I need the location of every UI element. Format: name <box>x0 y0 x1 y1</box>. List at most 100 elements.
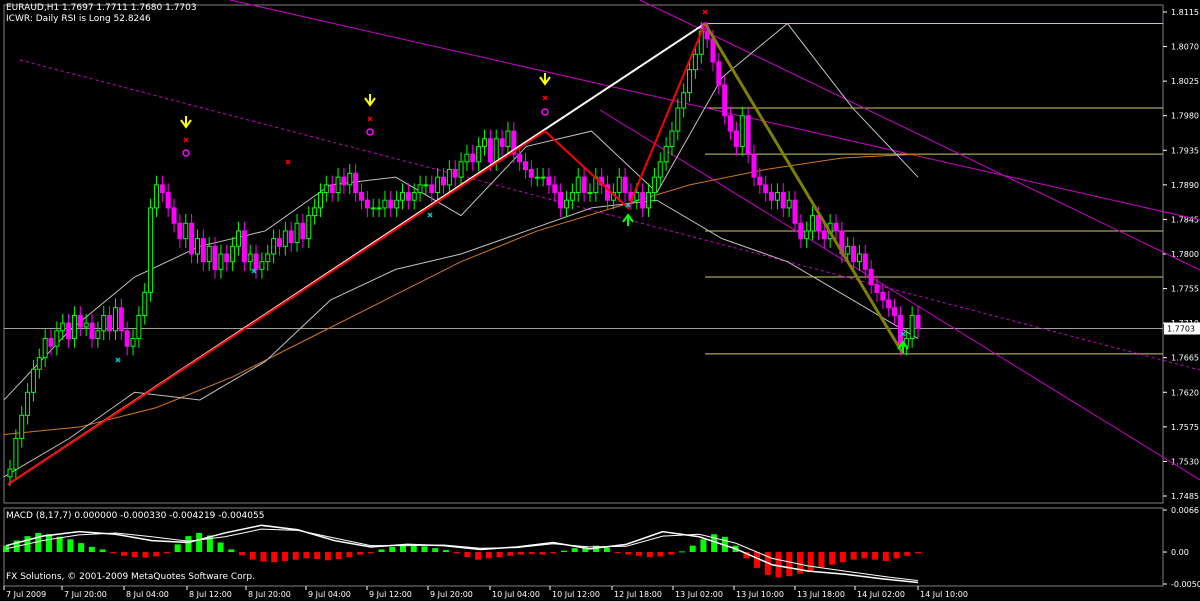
sell-arrow-icon <box>180 116 192 129</box>
buy-arrow-icon <box>897 340 909 353</box>
time-tick-label: 10 Jul 12:00 <box>552 590 600 599</box>
price-tick-label: 1.7980 <box>1171 112 1199 121</box>
candle-body <box>165 192 171 209</box>
cross-marker <box>625 202 631 208</box>
cross-marker <box>183 137 189 143</box>
macd-histogram-bar <box>829 552 836 565</box>
macd-histogram-bar <box>78 543 85 553</box>
candle-body <box>587 192 593 195</box>
candle-body <box>341 176 347 186</box>
candle-body <box>856 253 862 263</box>
macd-histogram-bar <box>335 552 342 560</box>
buy-arrow-icon <box>622 213 634 226</box>
macd-histogram-bar <box>882 552 889 561</box>
candle-body <box>171 207 177 224</box>
candle-body <box>692 53 698 71</box>
macd-histogram-bar <box>314 552 321 560</box>
time-tick-label: 7 Jul 20:00 <box>64 590 107 599</box>
cross-marker <box>285 159 291 165</box>
candle-body <box>505 130 511 147</box>
zigzag-line <box>7 23 706 486</box>
candle-body <box>517 153 523 163</box>
candle-body <box>235 230 241 247</box>
candle-body <box>499 138 505 147</box>
candle-body <box>464 153 470 163</box>
macd-histogram-bar <box>700 539 707 553</box>
candle-body <box>470 153 476 163</box>
candle-body <box>394 199 400 209</box>
candle-body <box>335 176 341 194</box>
candle-body <box>388 199 394 209</box>
candle-body <box>739 115 745 147</box>
time-tick-label: 7 Jul 2009 <box>6 590 46 599</box>
macd-histogram-bar <box>807 552 814 572</box>
candle-body <box>300 222 306 240</box>
candle-body <box>476 145 482 163</box>
candle-body <box>358 192 364 201</box>
candle-body <box>763 184 769 194</box>
macd-histogram-bar <box>593 545 600 553</box>
candle-body <box>189 222 195 255</box>
candle-body <box>909 314 915 340</box>
macd-histogram-bar <box>507 552 514 556</box>
candle-body <box>276 238 282 247</box>
candle-body <box>733 130 739 147</box>
macd-histogram-bar <box>475 552 482 560</box>
candle-body <box>569 192 575 201</box>
symbol-info: EURAUD,H1 1.7697 1.7711 1.7680 1.7703 <box>6 3 197 13</box>
candle-body <box>376 207 382 210</box>
candle-body <box>874 284 880 293</box>
candle-body <box>25 391 31 416</box>
candle-body <box>540 176 546 179</box>
time-tick-label: 10 Jul 04:00 <box>492 590 540 599</box>
candle-body <box>148 207 154 293</box>
macd-histogram-bar <box>421 546 428 553</box>
time-tick-label: 9 Jul 20:00 <box>430 590 473 599</box>
candle-body <box>294 222 300 243</box>
macd-histogram-bar <box>818 552 825 568</box>
candle-body <box>136 314 142 340</box>
candle-body <box>646 192 652 209</box>
price-tick-label: 1.7575 <box>1171 423 1199 432</box>
price-tick-label: 1.8025 <box>1171 77 1199 86</box>
price-tick-label: 1.8115 <box>1171 8 1199 17</box>
macd-line <box>5 524 919 584</box>
macd-histogram-bar <box>603 547 610 553</box>
candle-body <box>786 199 792 209</box>
candle-body <box>528 168 534 178</box>
candle-body <box>36 357 42 370</box>
price-tick-label: 1.7935 <box>1171 146 1199 155</box>
candle-body <box>669 130 675 147</box>
candle-body <box>230 245 236 263</box>
macd-histogram-bar <box>99 549 106 553</box>
bollinger-upper-band <box>3 22 919 401</box>
time-tick-label: 8 Jul 12:00 <box>189 590 232 599</box>
macd-histogram-bar <box>303 552 310 559</box>
macd-histogram-bar <box>357 552 364 555</box>
macd-histogram-bar <box>657 552 664 557</box>
candle-body <box>194 238 200 255</box>
candle-body <box>71 314 77 340</box>
candle-body <box>77 314 83 328</box>
candle-body <box>153 184 159 209</box>
macd-histogram-bar <box>786 552 793 577</box>
candle-body <box>95 330 101 340</box>
candle-body <box>83 322 89 328</box>
macd-histogram-bar <box>539 552 546 555</box>
price-tick-label: 1.7845 <box>1171 215 1199 224</box>
macd-histogram-bar <box>775 552 782 578</box>
price-tick-label: 1.7530 <box>1171 457 1199 466</box>
macd-histogram-bar <box>249 552 256 560</box>
candle-body <box>751 153 757 178</box>
candle-body <box>482 138 488 147</box>
candle-body <box>552 184 558 194</box>
time-tick-label: 9 Jul 12:00 <box>369 590 412 599</box>
candle-body <box>675 107 681 132</box>
candle-body <box>657 161 663 178</box>
time-tick-label: 14 Jul 02:00 <box>857 590 905 599</box>
candle-body <box>897 314 903 347</box>
macd-histogram-bar <box>614 552 621 554</box>
current-price-label: 1.7703 <box>1167 325 1195 334</box>
macd-histogram-bar <box>560 550 567 553</box>
